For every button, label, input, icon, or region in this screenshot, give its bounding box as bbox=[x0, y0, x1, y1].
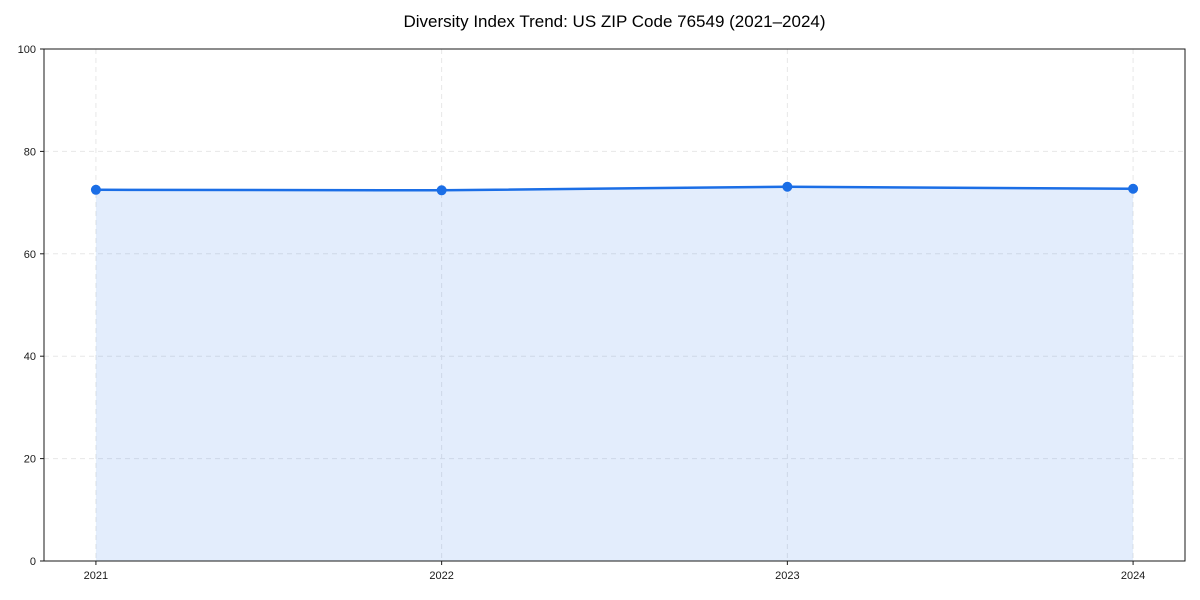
data-point-marker bbox=[436, 185, 447, 196]
data-point-marker bbox=[1128, 183, 1139, 194]
tick-marks bbox=[40, 48, 1134, 565]
x-tick-label: 2021 bbox=[84, 570, 108, 582]
plot-border bbox=[43, 48, 1186, 562]
chart-title: Diversity Index Trend: US ZIP Code 76549… bbox=[403, 12, 826, 31]
y-tick-label: 100 bbox=[18, 44, 36, 56]
y-tick-label: 0 bbox=[30, 556, 36, 568]
x-tick-label: 2024 bbox=[1121, 570, 1145, 582]
y-tick-label: 60 bbox=[24, 249, 36, 261]
y-tick-label: 80 bbox=[24, 146, 36, 158]
data-point-marker bbox=[90, 184, 101, 195]
grid-lines bbox=[44, 49, 1185, 561]
y-tick-label: 20 bbox=[24, 454, 36, 466]
x-tick-label: 2022 bbox=[429, 570, 453, 582]
y-tick-label: 40 bbox=[24, 351, 36, 363]
area-fill bbox=[95, 186, 1134, 561]
data-point-marker bbox=[782, 181, 793, 192]
x-tick-label: 2023 bbox=[775, 570, 799, 582]
trend-line bbox=[94, 185, 1135, 192]
